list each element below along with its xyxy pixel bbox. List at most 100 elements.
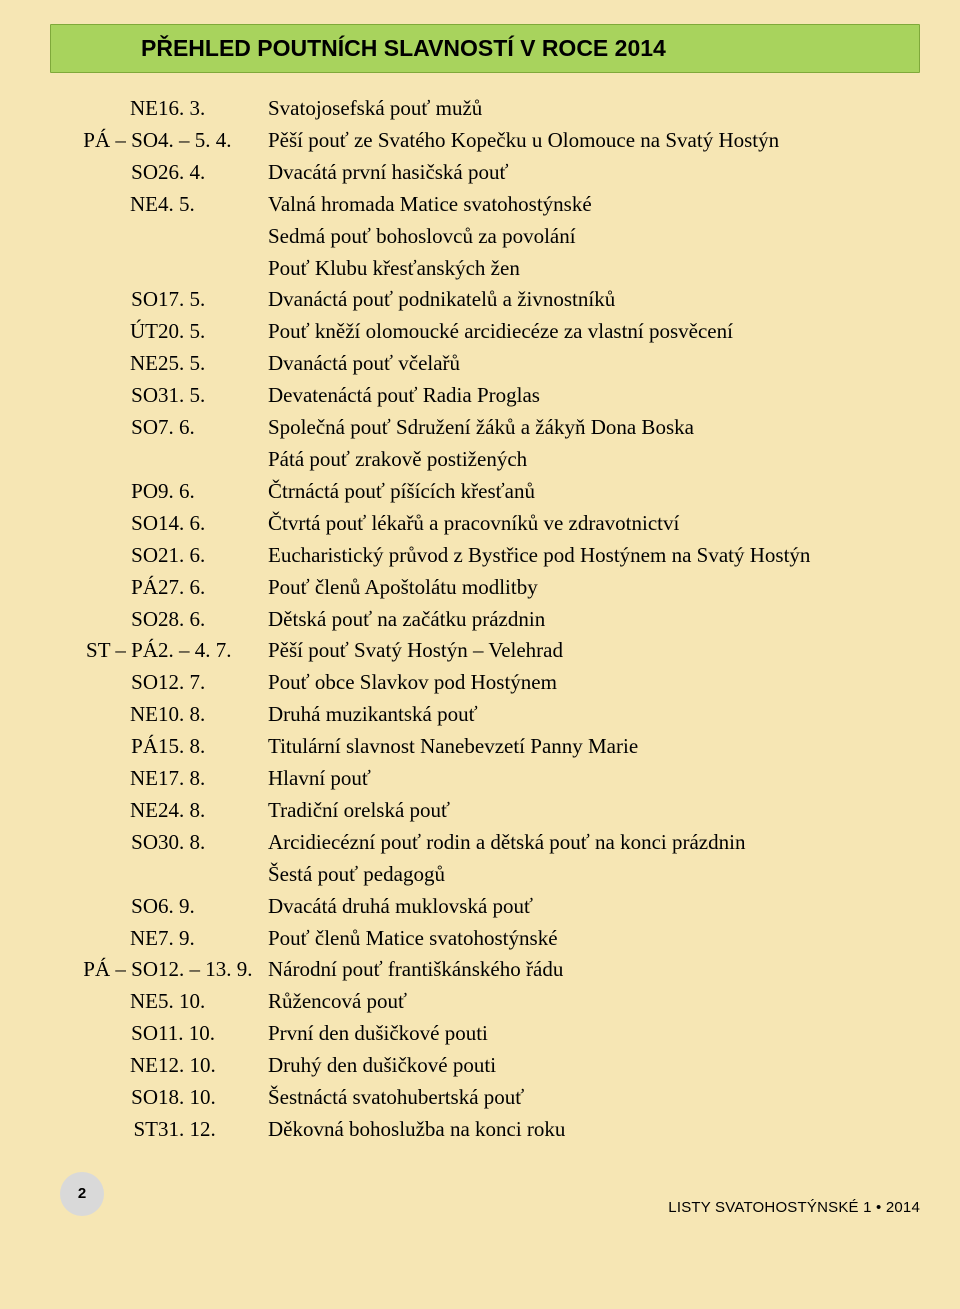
date-cell: 10. 8. <box>158 699 268 731</box>
day-cell: NE <box>50 1050 158 1082</box>
desc-line: Tradiční orelská pouť <box>268 795 920 827</box>
date-cell: 7. 6. <box>158 412 268 476</box>
table-row: SO12. 7.Pouť obce Slavkov pod Hostýnem <box>50 667 920 699</box>
date-cell: 31. 12. <box>158 1114 268 1146</box>
page-footer: 2 LISTY SVATOHOSTÝNSKÉ 1 • 2014 <box>50 1172 920 1216</box>
table-row: SO11. 10.První den dušičkové pouti <box>50 1018 920 1050</box>
desc-line: Valná hromada Matice svatohostýnské <box>268 189 920 221</box>
desc-cell: Čtrnáctá pouť píšících křesťanů <box>268 476 920 508</box>
day-cell: NE <box>50 189 158 285</box>
page-number-badge: 2 <box>60 1172 104 1216</box>
desc-cell: Svatojosefská pouť mužů <box>268 93 920 125</box>
desc-cell: Dvacátá druhá muklovská pouť <box>268 891 920 923</box>
date-cell: 12. – 13. 9. <box>158 954 268 986</box>
desc-line: Pěší pouť Svatý Hostýn – Velehrad <box>268 635 920 667</box>
date-cell: 6. 9. <box>158 891 268 923</box>
table-row: SO17. 5.Dvanáctá pouť podnikatelů a živn… <box>50 284 920 316</box>
publication-label: LISTY SVATOHOSTÝNSKÉ 1 • 2014 <box>668 1199 920 1216</box>
desc-cell: Růžencová pouť <box>268 986 920 1018</box>
desc-line: Sedmá pouť bohoslovců za povolání <box>268 221 920 253</box>
day-cell: NE <box>50 923 158 955</box>
table-row: PÁ – SO12. – 13. 9.Národní pouť františk… <box>50 954 920 986</box>
desc-line: Pouť členů Apoštolátu modlitby <box>268 572 920 604</box>
table-row: ST – PÁ2. – 4. 7.Pěší pouť Svatý Hostýn … <box>50 635 920 667</box>
date-cell: 5. 10. <box>158 986 268 1018</box>
day-cell: PÁ <box>50 731 158 763</box>
day-cell: PÁ – SO <box>50 954 158 986</box>
desc-cell: První den dušičkové pouti <box>268 1018 920 1050</box>
desc-cell: Šestnáctá svatohubertská pouť <box>268 1082 920 1114</box>
date-cell: 25. 5. <box>158 348 268 380</box>
desc-line: Eucharistický průvod z Bystřice pod Host… <box>268 540 920 572</box>
desc-cell: Dvanáctá pouť včelařů <box>268 348 920 380</box>
desc-cell: Národní pouť františkánského řádu <box>268 954 920 986</box>
date-cell: 17. 8. <box>158 763 268 795</box>
desc-line: Společná pouť Sdružení žáků a žákyň Dona… <box>268 412 920 444</box>
desc-line: Šestá pouť pedagogů <box>268 859 920 891</box>
desc-cell: Eucharistický průvod z Bystřice pod Host… <box>268 540 920 572</box>
date-cell: 26. 4. <box>158 157 268 189</box>
table-row: NE10. 8.Druhá muzikantská pouť <box>50 699 920 731</box>
date-cell: 7. 9. <box>158 923 268 955</box>
table-row: NE16. 3.Svatojosefská pouť mužů <box>50 93 920 125</box>
table-row: NE5. 10.Růžencová pouť <box>50 986 920 1018</box>
date-cell: 9. 6. <box>158 476 268 508</box>
table-row: PÁ – SO4. – 5. 4.Pěší pouť ze Svatého Ko… <box>50 125 920 157</box>
day-cell: NE <box>50 699 158 731</box>
table-row: NE17. 8.Hlavní pouť <box>50 763 920 795</box>
desc-line: Pouť Klubu křesťanských žen <box>268 253 920 285</box>
day-cell: SO <box>50 508 158 540</box>
date-cell: 11. 10. <box>158 1018 268 1050</box>
day-cell: SO <box>50 1082 158 1114</box>
desc-line: Druhá muzikantská pouť <box>268 699 920 731</box>
date-cell: 31. 5. <box>158 380 268 412</box>
day-cell: PÁ – SO <box>50 125 158 157</box>
desc-line: Šestnáctá svatohubertská pouť <box>268 1082 920 1114</box>
day-cell: PO <box>50 476 158 508</box>
desc-line: Národní pouť františkánského řádu <box>268 954 920 986</box>
day-cell: SO <box>50 380 158 412</box>
desc-cell: Pouť kněží olomoucké arcidiecéze za vlas… <box>268 316 920 348</box>
day-cell: PÁ <box>50 572 158 604</box>
table-row: SO28. 6.Dětská pouť na začátku prázdnin <box>50 604 920 636</box>
desc-line: Pátá pouť zrakově postižených <box>268 444 920 476</box>
schedule-table: NE16. 3.Svatojosefská pouť mužůPÁ – SO4.… <box>50 93 920 1146</box>
desc-cell: Pěší pouť ze Svatého Kopečku u Olomouce … <box>268 125 920 157</box>
date-cell: 21. 6. <box>158 540 268 572</box>
desc-cell: Děkovná bohoslužba na konci roku <box>268 1114 920 1146</box>
date-cell: 16. 3. <box>158 93 268 125</box>
date-cell: 4. – 5. 4. <box>158 125 268 157</box>
table-row: ÚT20. 5.Pouť kněží olomoucké arcidiecéze… <box>50 316 920 348</box>
day-cell: ÚT <box>50 316 158 348</box>
desc-line: Čtvrtá pouť lékařů a pracovníků ve zdrav… <box>268 508 920 540</box>
date-cell: 12. 10. <box>158 1050 268 1082</box>
table-row: SO26. 4.Dvacátá první hasičská pouť <box>50 157 920 189</box>
date-cell: 12. 7. <box>158 667 268 699</box>
desc-cell: Pěší pouť Svatý Hostýn – Velehrad <box>268 635 920 667</box>
day-cell: ST – PÁ <box>50 635 158 667</box>
desc-cell: Pouť členů Apoštolátu modlitby <box>268 572 920 604</box>
desc-line: Devatenáctá pouť Radia Proglas <box>268 380 920 412</box>
table-row: SO31. 5.Devatenáctá pouť Radia Proglas <box>50 380 920 412</box>
desc-line: Pouť kněží olomoucké arcidiecéze za vlas… <box>268 316 920 348</box>
day-cell: SO <box>50 891 158 923</box>
date-cell: 30. 8. <box>158 827 268 891</box>
desc-line: Titulární slavnost Nanebevzetí Panny Mar… <box>268 731 920 763</box>
day-cell: ST <box>50 1114 158 1146</box>
desc-line: Dětská pouť na začátku prázdnin <box>268 604 920 636</box>
day-cell: SO <box>50 667 158 699</box>
date-cell: 14. 6. <box>158 508 268 540</box>
day-cell: SO <box>50 827 158 891</box>
table-row: NE12. 10.Druhý den dušičkové pouti <box>50 1050 920 1082</box>
desc-line: Druhý den dušičkové pouti <box>268 1050 920 1082</box>
desc-line: Dvacátá druhá muklovská pouť <box>268 891 920 923</box>
date-cell: 28. 6. <box>158 604 268 636</box>
desc-cell: Dvanáctá pouť podnikatelů a živnostníků <box>268 284 920 316</box>
date-cell: 27. 6. <box>158 572 268 604</box>
table-row: SO14. 6.Čtvrtá pouť lékařů a pracovníků … <box>50 508 920 540</box>
desc-line: Děkovná bohoslužba na konci roku <box>268 1114 920 1146</box>
day-cell: SO <box>50 412 158 476</box>
table-row: SO6. 9.Dvacátá druhá muklovská pouť <box>50 891 920 923</box>
date-cell: 4. 5. <box>158 189 268 285</box>
desc-line: Pouť obce Slavkov pod Hostýnem <box>268 667 920 699</box>
